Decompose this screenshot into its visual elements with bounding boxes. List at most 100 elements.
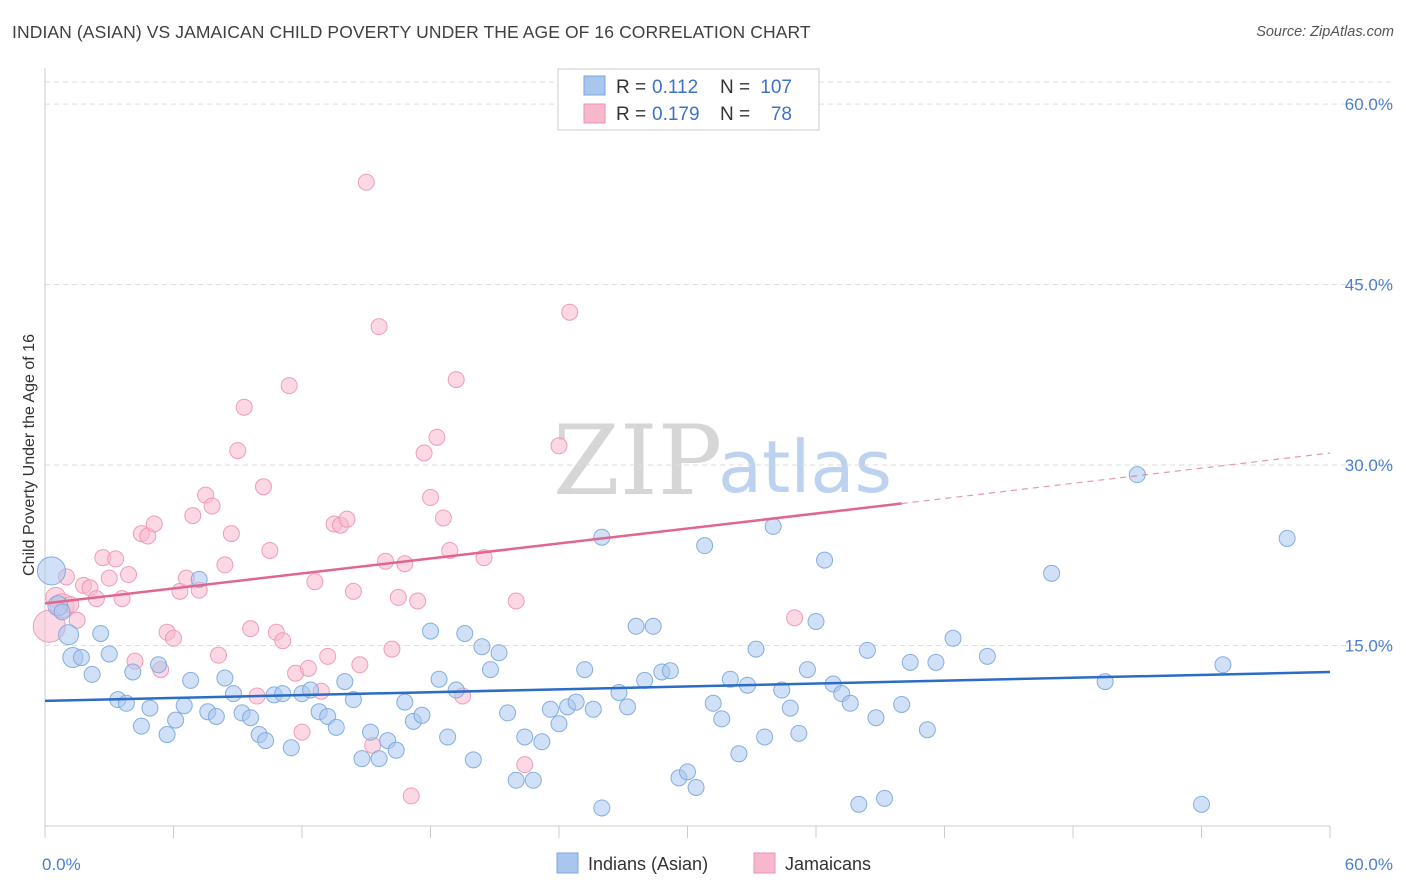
jamaican-point-28 [216, 556, 234, 574]
indian-point-55 [499, 704, 517, 722]
y-tick-label-2: 45.0% [1345, 276, 1393, 295]
indian-point-35 [327, 718, 345, 736]
indian-point-13 [141, 699, 159, 717]
correlation-legend: R = 0.112 N = 107 R = 0.179 N = 78 [557, 68, 820, 131]
indian-point-43 [396, 693, 414, 711]
indian-point-40 [370, 750, 388, 768]
indian-point-82 [730, 745, 748, 763]
y-tick-labels: 15.0% 30.0% 45.0% 60.0% [1345, 95, 1393, 655]
trend-line-jamaicans-extension [901, 452, 1331, 505]
indian-point-85 [756, 728, 774, 746]
jamaican-point-32 [242, 620, 260, 638]
indian-point-51 [464, 751, 482, 769]
indian-point-64 [576, 661, 594, 679]
indian-point-79 [704, 694, 722, 712]
indian-point-53 [481, 661, 499, 679]
indian-point-54 [490, 644, 508, 662]
indian-point-103 [927, 653, 945, 671]
jamaican-point-69 [550, 437, 568, 455]
x-tick-label-1: 60.0% [1345, 855, 1393, 874]
indian-point-65 [584, 700, 602, 718]
indian-point-8 [100, 645, 118, 663]
jamaican-point-67 [507, 592, 525, 610]
indian-point-12 [132, 717, 150, 735]
indian-point-106 [1043, 564, 1061, 582]
jamaican-point-35 [261, 541, 279, 559]
indian-point-15 [158, 726, 176, 744]
indian-point-48 [439, 728, 457, 746]
indian-point-98 [867, 709, 885, 727]
jamaican-point-44 [319, 647, 337, 665]
legend-n-label-2: N = [720, 104, 750, 125]
indian-point-0 [36, 556, 66, 586]
indian-point-7 [92, 624, 110, 642]
indian-point-58 [524, 771, 542, 789]
indian-point-104 [944, 629, 962, 647]
indian-point-45 [413, 706, 431, 724]
indian-point-49 [447, 681, 465, 699]
jamaican-point-70 [561, 303, 579, 321]
indian-point-27 [257, 732, 275, 750]
jamaican-point-55 [389, 588, 407, 606]
indian-point-6 [83, 665, 101, 683]
jamaican-point-37 [274, 632, 292, 650]
bottom-legend-swatch-pink [753, 852, 776, 874]
jamaican-point-20 [165, 629, 182, 647]
indian-point-5 [72, 649, 90, 667]
indian-point-57 [516, 728, 534, 746]
jamaican-point-40 [293, 723, 311, 741]
indian-point-88 [781, 699, 799, 717]
indian-point-78 [696, 537, 714, 555]
indian-point-89 [790, 724, 808, 742]
series-jamaicans [32, 173, 804, 805]
indian-point-66 [593, 799, 611, 817]
trend-lines [44, 452, 1331, 703]
trend-line-indians [44, 670, 1331, 703]
jamaican-point-59 [415, 444, 433, 462]
jamaican-point-47 [338, 510, 356, 528]
jamaican-point-26 [203, 497, 221, 515]
legend-swatch-blue [583, 75, 606, 96]
x-tick-labels: 0.0% 60.0% [42, 855, 1393, 874]
indian-point-69 [619, 698, 637, 716]
indian-point-63 [567, 693, 585, 711]
jamaican-point-57 [402, 787, 420, 805]
watermark-zip: ZIP [553, 405, 722, 517]
bottom-legend-label-jamaicans: Jamaicans [785, 854, 871, 874]
indian-point-60 [541, 700, 559, 718]
indian-point-36 [336, 673, 354, 691]
jamaican-point-42 [306, 573, 324, 591]
indian-point-61 [550, 715, 568, 733]
indian-point-14 [150, 656, 168, 674]
watermark-atlas: atlas [718, 425, 892, 509]
indian-point-52 [473, 638, 491, 656]
jamaican-point-52 [370, 318, 388, 336]
jamaican-point-68 [516, 756, 534, 774]
indian-point-42 [387, 741, 405, 759]
jamaican-point-48 [344, 582, 362, 600]
jamaican-point-27 [209, 646, 227, 664]
indian-point-105 [978, 647, 996, 665]
jamaican-point-5 [68, 611, 86, 629]
indian-point-95 [841, 694, 859, 712]
indian-point-19 [190, 570, 208, 588]
indian-point-72 [644, 617, 662, 635]
indian-point-99 [876, 789, 894, 807]
y-tick-label-3: 60.0% [1345, 95, 1393, 114]
indian-point-46 [422, 622, 439, 640]
jamaican-point-71 [786, 609, 804, 627]
jamaican-point-23 [184, 507, 202, 525]
indian-point-11 [124, 663, 142, 681]
indian-point-17 [175, 697, 193, 715]
jamaican-point-34 [254, 478, 272, 496]
indian-point-87 [773, 681, 791, 699]
legend-swatch-pink [583, 103, 606, 124]
jamaican-point-62 [434, 509, 452, 527]
indian-point-97 [858, 641, 876, 659]
jamaican-point-30 [229, 442, 247, 460]
jamaican-point-10 [100, 569, 118, 587]
indian-point-3 [58, 624, 80, 646]
jamaican-point-17 [145, 515, 163, 533]
jamaican-point-54 [383, 640, 401, 658]
legend-n-label-1: N = [720, 77, 750, 98]
